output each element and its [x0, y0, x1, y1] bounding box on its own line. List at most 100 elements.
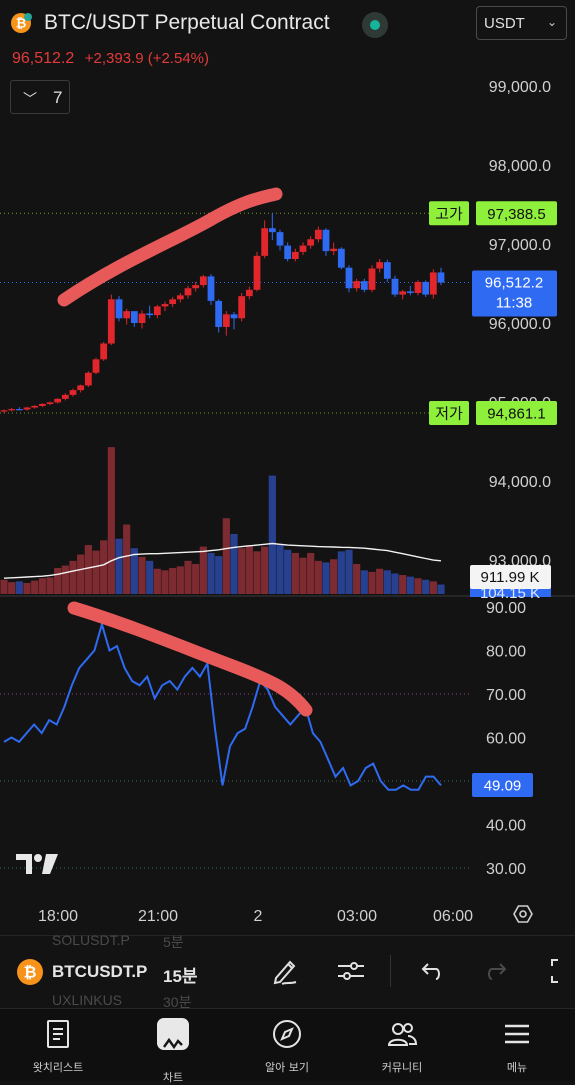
volume-bar [153, 568, 161, 594]
annotation-stroke-up [57, 187, 283, 307]
candle-body [353, 281, 361, 289]
symbol-selector[interactable]: BTCUSDT.P [52, 962, 148, 981]
volume-bar [353, 564, 361, 594]
toolbar [0, 935, 575, 1008]
indicators-toggle-button[interactable]: ﹀ 7 [10, 80, 70, 114]
candle-body [38, 403, 46, 406]
volume-bar [376, 568, 384, 594]
volume-bar [215, 556, 223, 594]
candle-body [8, 409, 16, 411]
nav-menu[interactable]: 메뉴 [467, 1008, 567, 1080]
volume-bar [406, 576, 414, 594]
volume-bar [276, 545, 284, 594]
compass-icon [273, 1020, 301, 1048]
nav-explore[interactable]: 알아 보기 [237, 1008, 337, 1080]
price-axis-label: 99,000.0 [489, 79, 551, 96]
rsi-axis-label: 60.00 [486, 731, 526, 748]
volume-bar [100, 540, 108, 594]
volume-bar [314, 560, 322, 594]
volume-bar [383, 570, 391, 594]
candle-body [307, 239, 315, 246]
candle-body [215, 300, 223, 327]
rsi-axis-label: 80.00 [486, 644, 526, 661]
candle-body [0, 410, 8, 412]
undo-icon[interactable] [416, 957, 446, 987]
nav-chart[interactable]: 차트 [123, 1008, 223, 1084]
candle-body [31, 405, 39, 408]
candle-body [399, 291, 407, 295]
redo-icon[interactable] [482, 957, 512, 987]
volume-tag-bg [470, 565, 551, 589]
nav-community[interactable]: 커뮤니티 [352, 1008, 452, 1080]
volume-bar [161, 570, 169, 594]
nav-label: 커뮤니티 [381, 1061, 423, 1074]
time-axis-label: 2 [254, 908, 263, 925]
volume-bar [253, 551, 261, 594]
time-axis-label: 06:00 [433, 908, 473, 925]
watchlist-icon [47, 1020, 69, 1048]
candle-body [69, 390, 77, 395]
volume-series [0, 447, 445, 594]
candle-body [391, 278, 399, 295]
candle-body [337, 248, 345, 268]
interval-selector[interactable]: 15분 [163, 967, 198, 986]
candle-body [345, 267, 353, 289]
symbol-title[interactable]: BTC/USDT Perpetual Contract [44, 11, 330, 34]
annotation-stroke-down [67, 601, 313, 717]
fullscreen-icon[interactable] [546, 956, 575, 986]
last-price-tag-bg [472, 270, 557, 317]
rsi-axis-label: 40.00 [486, 818, 526, 835]
chart-canvas[interactable]: 99,000.098,000.097,000.096,000.095,000.0… [0, 0, 575, 935]
volume-bar [146, 560, 154, 594]
ghost-symbol-bottom: UXLINKUS [52, 992, 123, 1008]
bitcoin-icon: ₿ [17, 959, 43, 985]
low-tag-value: 94,861.1 [487, 405, 545, 422]
community-icon [387, 1023, 418, 1046]
price-axis-label: 96,000.0 [489, 316, 551, 333]
rsi-axis-label: 30.00 [486, 861, 526, 878]
volume-bar [245, 545, 253, 594]
candle-body [360, 281, 368, 290]
bitcoin-icon: ₿ [11, 13, 32, 33]
ghost-interval-top: 5분 [163, 934, 184, 950]
rsi-axis-label: 90.00 [486, 600, 526, 617]
volume-bar [176, 566, 184, 594]
candle-body [207, 276, 215, 301]
candle-body [322, 229, 330, 252]
settings-sliders-icon[interactable] [336, 956, 366, 986]
high-tag-value: 97,388.5 [487, 206, 545, 223]
candle-body [61, 394, 69, 399]
volume-bar [199, 546, 207, 594]
candle-body [429, 272, 437, 295]
volume-tag2: 104.15 K [480, 585, 540, 602]
pencil-icon[interactable] [270, 956, 300, 986]
volume-bar [322, 562, 330, 594]
last-price-tag-value: 96,512.2 [485, 275, 543, 292]
currency-select[interactable]: USDT ⌄ [476, 6, 567, 40]
high-tag-label-bg [429, 201, 469, 226]
nav-label: 왓치리스트 [32, 1061, 84, 1074]
price-change: +2,393.9 (+2.54%) [84, 50, 209, 67]
volume-bar [399, 575, 407, 594]
svg-text:₿: ₿ [16, 17, 27, 32]
axis-settings-icon [513, 905, 533, 923]
volume-bar [345, 549, 353, 594]
high-tag-label: 고가 [435, 206, 463, 223]
nav-watchlist[interactable]: 왓치리스트 [8, 1008, 108, 1080]
volume-bar [192, 564, 200, 594]
volume-bar [54, 567, 62, 594]
price-axis: 99,000.098,000.097,000.096,000.095,000.0… [38, 79, 557, 925]
market-status-icon[interactable] [362, 12, 388, 38]
volume-bar [222, 518, 230, 594]
candle-body [406, 291, 414, 293]
price-axis-label: 94,000.0 [489, 474, 551, 491]
candle-body [107, 299, 115, 344]
rsi-current-tag: 49.09 [484, 777, 522, 794]
candle-body [176, 295, 184, 300]
ghost-symbol-top: SOLUSDT.P [52, 932, 130, 948]
volume-bar [138, 556, 146, 594]
time-axis-label: 03:00 [337, 908, 377, 925]
candle-body [245, 289, 253, 297]
rsi-current-tag-bg [472, 772, 533, 797]
